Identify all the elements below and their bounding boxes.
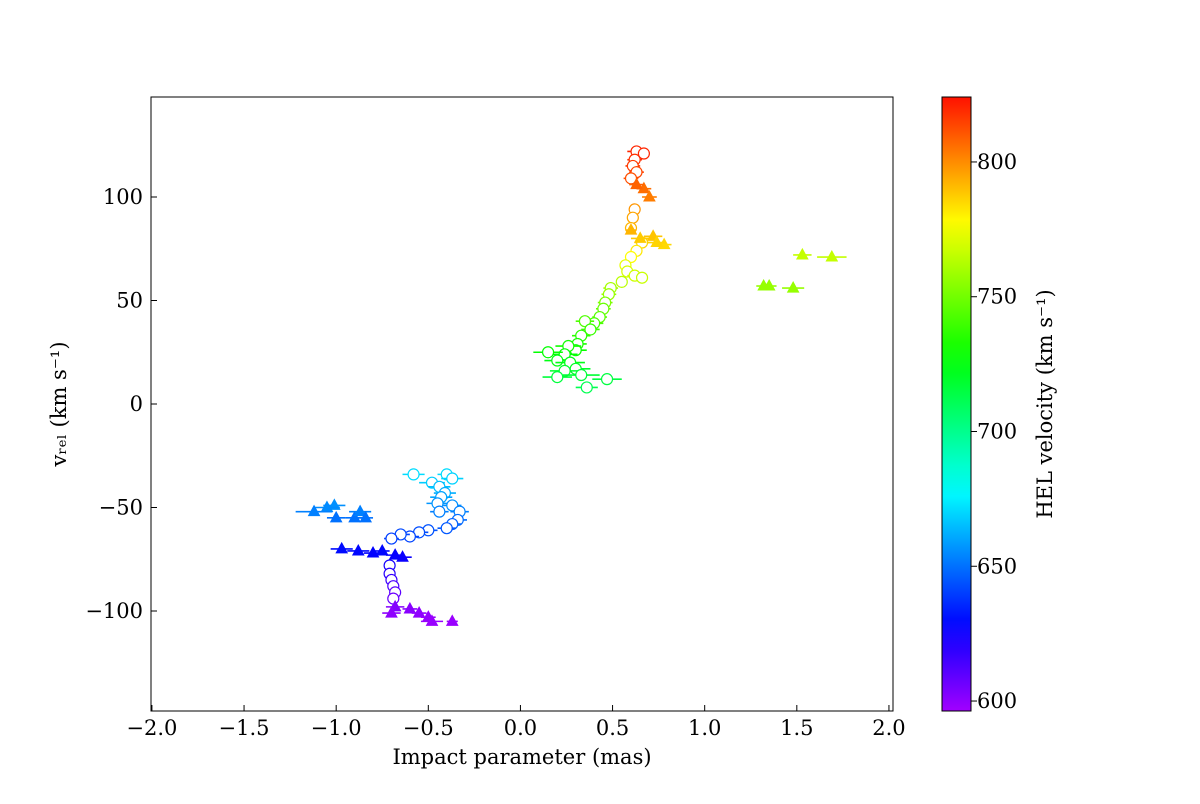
point xyxy=(825,249,839,262)
point xyxy=(385,532,398,545)
point xyxy=(650,235,664,248)
point xyxy=(575,368,588,382)
colorbar-tick-label: 700 xyxy=(977,419,1017,443)
point xyxy=(445,614,459,626)
colorbar-tick-label: 600 xyxy=(977,689,1017,713)
point xyxy=(407,468,420,481)
point xyxy=(366,546,380,558)
x-tick-label: 2.0 xyxy=(872,716,905,740)
x-tick-label: 1.5 xyxy=(780,716,813,740)
x-tick-label: 0.5 xyxy=(596,716,629,740)
point xyxy=(446,472,459,485)
colorbar-label: HEL velocity (km s⁻¹) xyxy=(1033,289,1057,518)
point xyxy=(551,354,564,367)
point xyxy=(624,250,638,264)
point xyxy=(412,606,426,618)
point xyxy=(796,247,809,260)
point xyxy=(440,522,453,535)
point xyxy=(600,373,614,386)
y-tick-label: 100 xyxy=(103,185,143,209)
x-tick-label: 0.0 xyxy=(504,716,537,740)
x-tick-label: −1.0 xyxy=(311,716,362,740)
point xyxy=(433,505,446,518)
colorbar-tick-label: 750 xyxy=(977,285,1017,309)
point xyxy=(375,543,389,556)
point xyxy=(578,315,592,328)
point xyxy=(335,541,349,554)
point xyxy=(626,211,639,224)
point xyxy=(387,592,400,605)
point xyxy=(541,346,555,359)
y-tick-label: −100 xyxy=(85,599,143,623)
point xyxy=(385,606,398,618)
y-tick-label: −50 xyxy=(99,496,143,520)
y-tick-label: 0 xyxy=(130,392,143,416)
colorbar xyxy=(941,96,972,712)
x-tick-label: −2.0 xyxy=(126,716,177,740)
point xyxy=(551,370,564,384)
colorbar-tick-label: 800 xyxy=(977,150,1017,174)
point xyxy=(403,601,417,614)
point xyxy=(396,550,409,562)
point xyxy=(353,504,367,517)
point xyxy=(425,614,439,626)
point xyxy=(359,510,373,523)
point xyxy=(630,177,643,190)
point xyxy=(762,278,776,291)
point xyxy=(637,147,650,160)
point xyxy=(580,381,593,394)
point xyxy=(786,281,800,293)
point xyxy=(624,223,638,235)
x-axis-label: Impact parameter (mas) xyxy=(392,745,651,769)
point xyxy=(643,189,656,202)
point xyxy=(307,504,321,517)
point xyxy=(351,543,365,556)
plot-frame xyxy=(150,96,894,712)
x-tick-label: −0.5 xyxy=(403,716,454,740)
x-tick-label: 1.0 xyxy=(688,716,721,740)
y-axis-label: vᵣₑₗ (km s⁻¹) xyxy=(47,341,71,467)
colorbar-tick-label: 650 xyxy=(977,554,1017,578)
point xyxy=(635,271,649,284)
y-tick-label: 50 xyxy=(116,288,143,312)
point xyxy=(615,275,628,288)
point xyxy=(348,510,361,523)
point xyxy=(329,510,343,523)
x-tick-label: −1.5 xyxy=(219,716,270,740)
point xyxy=(633,231,647,243)
